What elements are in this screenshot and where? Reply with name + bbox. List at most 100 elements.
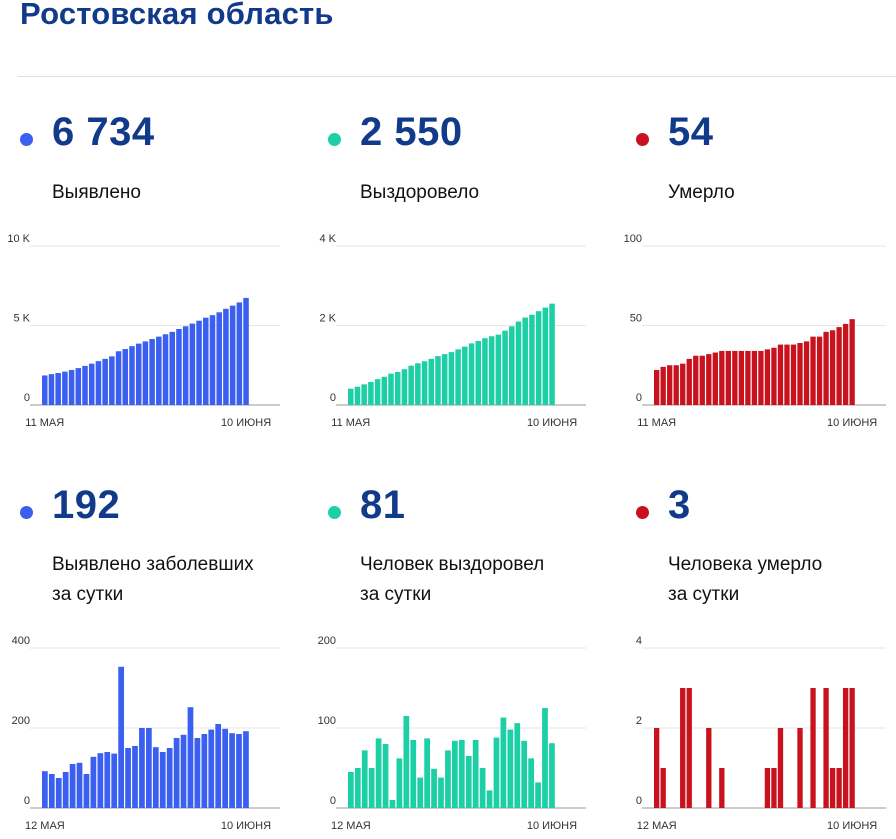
bar xyxy=(142,341,149,405)
bar xyxy=(382,744,389,808)
bar xyxy=(472,740,479,808)
bar xyxy=(435,356,441,405)
bar xyxy=(829,768,836,808)
bar xyxy=(699,355,705,405)
bar xyxy=(797,728,803,808)
bar xyxy=(528,758,534,808)
green-dot-icon xyxy=(328,506,341,519)
bar xyxy=(542,307,549,405)
bar xyxy=(452,740,458,808)
bar xyxy=(135,343,142,405)
bar xyxy=(55,373,61,405)
bar xyxy=(222,728,228,808)
bar xyxy=(236,302,243,405)
bar xyxy=(236,734,242,808)
y-tick-label: 0 xyxy=(330,392,336,404)
chart-deaths-total: 0 50 100 11 МАЯ 10 ИЮНЯ xyxy=(624,233,886,429)
bar xyxy=(810,688,816,808)
stat-value: 192 xyxy=(52,483,121,527)
bar xyxy=(229,733,235,808)
bar xyxy=(215,724,222,808)
bar xyxy=(823,331,829,405)
bar xyxy=(680,688,686,808)
bar xyxy=(223,308,229,405)
bar xyxy=(189,323,196,405)
bar xyxy=(55,778,62,808)
stat-label-line-1: Человек выздоровел xyxy=(360,554,545,575)
bar xyxy=(803,341,810,405)
green-dot-icon xyxy=(328,133,341,146)
x-label-end: 10 ИЮНЯ xyxy=(221,417,271,429)
bar xyxy=(529,314,535,405)
bar xyxy=(348,388,354,405)
bar xyxy=(82,365,88,405)
bar xyxy=(445,750,451,808)
chart-recovered-daily: 0 100 200 12 МАЯ 10 ИЮНЯ xyxy=(318,635,586,832)
bar xyxy=(149,339,155,405)
bar xyxy=(790,344,797,405)
bar xyxy=(488,336,495,405)
bar xyxy=(810,336,816,405)
x-label-end: 10 ИЮНЯ xyxy=(827,820,877,832)
y-tick-label: 0 xyxy=(24,392,30,404)
bar xyxy=(97,753,104,808)
x-label-start: 12 МАЯ xyxy=(331,820,371,832)
bar xyxy=(438,777,444,808)
bar xyxy=(542,708,548,808)
bar xyxy=(396,758,403,808)
bar xyxy=(348,772,354,808)
bar xyxy=(162,334,169,405)
bar xyxy=(216,312,222,405)
bar xyxy=(738,350,745,405)
bar xyxy=(771,768,777,808)
bar xyxy=(182,326,189,405)
bar xyxy=(771,347,777,405)
bar xyxy=(146,728,152,808)
bar xyxy=(686,358,692,405)
bar xyxy=(431,768,437,808)
stat-value: 54 xyxy=(668,110,714,154)
bar xyxy=(109,356,115,405)
bar xyxy=(502,330,508,405)
chart-recovered-total: 0 2 K 4 K 11 МАЯ 10 ИЮНЯ xyxy=(319,233,586,429)
chart-confirmed-total: 0 5 K 10 K 11 МАЯ 10 ИЮНЯ xyxy=(7,233,280,429)
bar xyxy=(76,762,83,808)
bar xyxy=(784,344,790,405)
y-tick-label: 10 K xyxy=(7,233,30,245)
bar xyxy=(394,372,401,405)
bar xyxy=(667,365,673,405)
bar xyxy=(102,358,108,405)
y-tick-label: 4 xyxy=(636,635,642,647)
x-label-end: 10 ИЮНЯ xyxy=(221,820,271,832)
bar xyxy=(764,349,771,405)
bar xyxy=(482,338,488,405)
title-divider xyxy=(18,76,896,77)
y-tick-label: 0 xyxy=(636,392,642,404)
bar xyxy=(777,728,784,808)
bar xyxy=(196,320,202,405)
bar xyxy=(823,688,829,808)
bar xyxy=(719,768,725,808)
bar xyxy=(745,350,751,405)
bar xyxy=(389,800,396,808)
y-tick-label: 400 xyxy=(12,635,30,647)
y-tick-label: 0 xyxy=(330,795,336,807)
bar xyxy=(849,688,855,808)
y-tick-label: 5 K xyxy=(13,313,30,325)
bar xyxy=(132,746,138,808)
bar xyxy=(243,731,249,808)
bar xyxy=(75,368,82,405)
x-label-end: 10 ИЮНЯ xyxy=(527,820,577,832)
bar xyxy=(152,747,159,808)
bar xyxy=(764,768,771,808)
bar xyxy=(455,349,461,405)
bar xyxy=(842,323,849,405)
bar xyxy=(441,354,448,405)
bar xyxy=(758,350,764,405)
bar xyxy=(69,764,76,808)
x-label-start: 11 МАЯ xyxy=(331,417,370,429)
bar xyxy=(208,729,215,808)
stat-label: Выздоровело xyxy=(360,182,480,203)
chart-confirmed-daily: 0 200 400 12 МАЯ 10 ИЮНЯ xyxy=(12,635,280,832)
bar xyxy=(159,752,166,808)
